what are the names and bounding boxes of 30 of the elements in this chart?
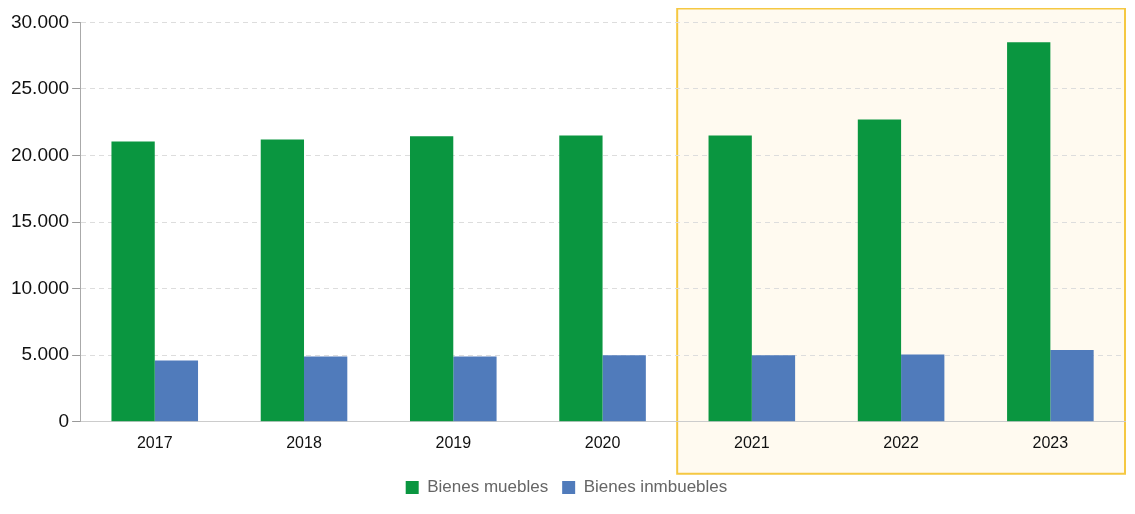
legend-label: Bienes inmbuebles bbox=[583, 477, 728, 497]
x-tick-label: 2019 bbox=[435, 433, 472, 451]
bar bbox=[154, 360, 199, 422]
y-tick-label: 30.000 bbox=[10, 10, 70, 32]
x-tick-label: 2018 bbox=[286, 433, 322, 451]
bar bbox=[111, 141, 155, 422]
bar bbox=[901, 354, 945, 422]
bar bbox=[751, 355, 796, 422]
x-tick-label: 2020 bbox=[584, 433, 621, 451]
y-tick-label: 15.000 bbox=[10, 210, 70, 232]
y-tick-label: 10.000 bbox=[10, 276, 70, 298]
x-tick-label: 2021 bbox=[734, 433, 770, 451]
bar bbox=[602, 355, 646, 422]
bar bbox=[410, 136, 454, 422]
x-tick-label: 2022 bbox=[883, 433, 919, 451]
legend-label: Bienes muebles bbox=[427, 477, 549, 497]
y-tick-label: 0 bbox=[58, 410, 70, 432]
bar bbox=[708, 135, 752, 422]
bar bbox=[453, 356, 497, 422]
bar bbox=[857, 119, 902, 422]
x-tick-label: 2017 bbox=[136, 433, 173, 451]
y-tick-label: 25.000 bbox=[10, 77, 70, 99]
bar bbox=[304, 356, 348, 422]
bar bbox=[1007, 42, 1051, 422]
y-tick-label: 20.000 bbox=[10, 143, 70, 165]
bar bbox=[559, 135, 603, 422]
x-tick-label: 2023 bbox=[1032, 433, 1069, 451]
bar bbox=[260, 139, 305, 422]
y-tick-label: 5.000 bbox=[21, 343, 70, 365]
bar bbox=[1050, 349, 1094, 422]
